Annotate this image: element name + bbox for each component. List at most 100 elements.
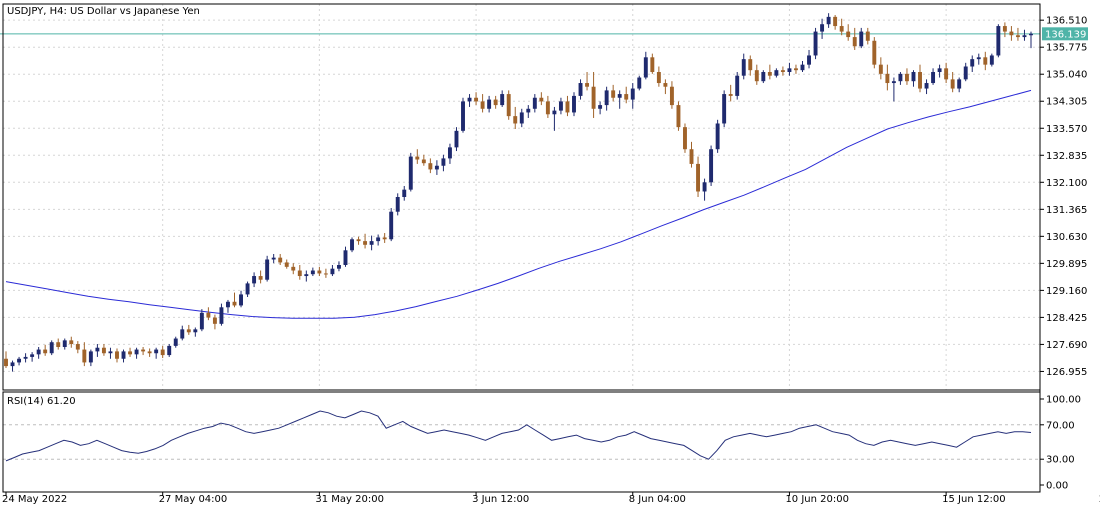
- candle-body: [415, 156, 420, 160]
- candle-body: [56, 342, 61, 347]
- time-tick-label: 31 May 20:00: [315, 494, 384, 505]
- candle-body: [434, 165, 439, 170]
- candle-body: [885, 73, 890, 84]
- candle: [356, 236, 361, 245]
- current-price-label: 136.139: [1045, 29, 1086, 40]
- candle-body: [807, 55, 811, 65]
- candle: [630, 83, 635, 109]
- candle: [402, 185, 407, 201]
- rsi-grid: [3, 424, 1040, 460]
- candle-body: [1009, 31, 1014, 36]
- price-tick-label: 135.775: [1046, 43, 1087, 54]
- candle: [944, 62, 949, 84]
- candle: [291, 263, 296, 275]
- candle-body: [239, 294, 243, 306]
- time-tick-label: 27 May 04:00: [159, 494, 228, 505]
- candle-body: [461, 101, 465, 131]
- candle: [748, 55, 753, 76]
- candle: [728, 84, 733, 102]
- candle-body: [532, 97, 537, 109]
- price-tick-label: 135.040: [1046, 70, 1087, 81]
- candle: [62, 338, 67, 350]
- candle-body: [800, 64, 805, 71]
- candle-body: [794, 68, 798, 71]
- candle-body: [572, 95, 576, 113]
- candle: [4, 351, 8, 368]
- candle: [754, 64, 759, 85]
- price-tick-label: 134.305: [1046, 97, 1087, 108]
- candle-body: [317, 270, 322, 274]
- candle-body: [350, 239, 354, 251]
- candle-body: [121, 351, 126, 359]
- candle-body: [421, 159, 426, 164]
- candle-body: [591, 86, 596, 109]
- candle: [1009, 26, 1014, 41]
- candle-body: [989, 55, 994, 65]
- candle: [10, 360, 15, 372]
- candle-body: [748, 59, 753, 71]
- candle-body: [918, 72, 922, 89]
- candle-body: [650, 57, 655, 73]
- candle: [683, 123, 687, 153]
- candle: [989, 53, 994, 67]
- candle-body: [539, 97, 544, 102]
- price-tick-label: 129.160: [1046, 286, 1087, 297]
- rsi-line: [5, 410, 1032, 462]
- candle-body: [833, 16, 838, 27]
- candle-body: [219, 307, 224, 324]
- candle: [454, 127, 459, 152]
- candle-body: [323, 273, 328, 275]
- candle: [676, 101, 681, 131]
- candle-body: [467, 97, 472, 102]
- candle: [95, 344, 100, 357]
- candle: [180, 325, 185, 341]
- candle: [323, 268, 328, 278]
- price-grid: [3, 4, 1040, 390]
- candle-body: [245, 283, 250, 295]
- candle-body: [69, 340, 74, 345]
- candle: [199, 309, 204, 332]
- candle: [637, 75, 642, 91]
- candle: [859, 27, 864, 49]
- rsi-tick-label: 30.00: [1046, 455, 1075, 466]
- candle-body: [447, 147, 452, 159]
- candle-body: [604, 90, 609, 106]
- candle-body: [656, 72, 661, 84]
- candle: [709, 145, 714, 186]
- candle-body: [493, 99, 498, 106]
- candle: [611, 84, 616, 102]
- candle: [206, 307, 211, 321]
- candle: [617, 90, 622, 109]
- candle: [350, 237, 354, 253]
- rsi-tick-label: 70.00: [1046, 420, 1075, 431]
- candle: [147, 348, 152, 357]
- candle: [885, 64, 890, 91]
- time-axis-ticks[interactable]: 24 May 2022 27 May 04:00 31 May 20:00 3 Jun…: [2, 492, 1100, 505]
- candle-body: [761, 72, 766, 82]
- price-axis-ticks[interactable]: 136.510 135.775 135.040 134.305 133.570 132.8…: [1040, 16, 1087, 378]
- candle: [650, 53, 655, 74]
- candle-body: [878, 64, 883, 74]
- candle-body: [304, 274, 309, 277]
- candle-body: [115, 351, 119, 359]
- candle: [624, 86, 629, 104]
- rsi-tick-label: 0.00: [1046, 481, 1068, 492]
- candle: [258, 270, 263, 284]
- candle-body: [82, 349, 87, 363]
- candle-body: [252, 276, 257, 284]
- candle: [82, 342, 87, 367]
- candle-body: [180, 329, 185, 339]
- candle: [115, 348, 119, 363]
- price-tick-label: 127.690: [1046, 340, 1087, 351]
- candle: [173, 336, 178, 348]
- candle: [461, 97, 465, 133]
- candle: [310, 267, 315, 277]
- candle-body: [95, 347, 100, 352]
- candle-body: [826, 16, 831, 25]
- candle-body: [996, 26, 1001, 56]
- candle: [493, 95, 498, 109]
- candle-body: [552, 110, 557, 115]
- candle: [467, 94, 472, 107]
- candle-body: [696, 163, 700, 192]
